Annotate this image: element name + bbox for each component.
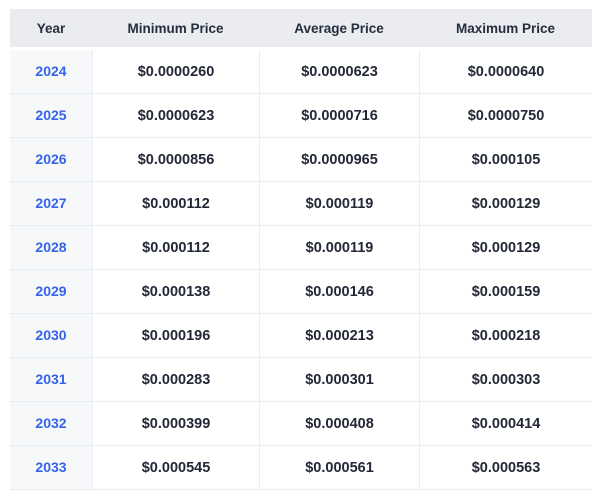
year-link[interactable]: 2024	[35, 63, 67, 79]
year-cell: 2025	[10, 94, 92, 138]
year-link[interactable]: 2025	[35, 107, 67, 123]
maximum-price-cell: $0.000129	[419, 226, 592, 270]
average-price-cell: $0.0000716	[259, 94, 419, 138]
price-prediction-table: Year Minimum Price Average Price Maximum…	[10, 9, 592, 490]
year-cell: 2032	[10, 402, 92, 446]
average-price-cell: $0.0000965	[259, 138, 419, 182]
maximum-price-cell: $0.000563	[419, 446, 592, 490]
minimum-price-cell: $0.0000623	[92, 94, 259, 138]
year-cell: 2030	[10, 314, 92, 358]
average-price-cell: $0.0000623	[259, 50, 419, 94]
average-price-cell: $0.000119	[259, 226, 419, 270]
year-cell: 2029	[10, 270, 92, 314]
table-row: 2032 $0.000399 $0.000408 $0.000414	[10, 402, 592, 446]
table-row: 2025 $0.0000623 $0.0000716 $0.0000750	[10, 94, 592, 138]
maximum-price-cell: $0.000218	[419, 314, 592, 358]
year-link[interactable]: 2030	[35, 327, 67, 343]
average-price-cell: $0.000301	[259, 358, 419, 402]
minimum-price-cell: $0.000138	[92, 270, 259, 314]
year-link[interactable]: 2029	[35, 283, 67, 299]
year-cell: 2024	[10, 50, 92, 94]
table-row: 2026 $0.0000856 $0.0000965 $0.000105	[10, 138, 592, 182]
year-link[interactable]: 2032	[35, 415, 67, 431]
column-header-average-price: Average Price	[259, 9, 419, 50]
year-link[interactable]: 2028	[35, 239, 67, 255]
table-row: 2033 $0.000545 $0.000561 $0.000563	[10, 446, 592, 490]
minimum-price-cell: $0.000112	[92, 182, 259, 226]
year-cell: 2027	[10, 182, 92, 226]
maximum-price-cell: $0.000414	[419, 402, 592, 446]
minimum-price-cell: $0.000545	[92, 446, 259, 490]
minimum-price-cell: $0.000112	[92, 226, 259, 270]
maximum-price-cell: $0.0000640	[419, 50, 592, 94]
average-price-cell: $0.000146	[259, 270, 419, 314]
table-row: 2030 $0.000196 $0.000213 $0.000218	[10, 314, 592, 358]
year-link[interactable]: 2033	[35, 459, 67, 475]
table-row: 2031 $0.000283 $0.000301 $0.000303	[10, 358, 592, 402]
year-link[interactable]: 2031	[35, 371, 67, 387]
year-cell: 2026	[10, 138, 92, 182]
table-row: 2029 $0.000138 $0.000146 $0.000159	[10, 270, 592, 314]
maximum-price-cell: $0.0000750	[419, 94, 592, 138]
column-header-maximum-price: Maximum Price	[419, 9, 592, 50]
average-price-cell: $0.000408	[259, 402, 419, 446]
year-link[interactable]: 2027	[35, 195, 67, 211]
column-header-year: Year	[10, 9, 92, 50]
average-price-cell: $0.000561	[259, 446, 419, 490]
column-header-minimum-price: Minimum Price	[92, 9, 259, 50]
year-cell: 2028	[10, 226, 92, 270]
minimum-price-cell: $0.000196	[92, 314, 259, 358]
table-row: 2027 $0.000112 $0.000119 $0.000129	[10, 182, 592, 226]
table-row: 2028 $0.000112 $0.000119 $0.000129	[10, 226, 592, 270]
year-link[interactable]: 2026	[35, 151, 67, 167]
maximum-price-cell: $0.000129	[419, 182, 592, 226]
maximum-price-cell: $0.000303	[419, 358, 592, 402]
table-header-row: Year Minimum Price Average Price Maximum…	[10, 9, 592, 50]
average-price-cell: $0.000119	[259, 182, 419, 226]
minimum-price-cell: $0.0000856	[92, 138, 259, 182]
minimum-price-cell: $0.000399	[92, 402, 259, 446]
maximum-price-cell: $0.000105	[419, 138, 592, 182]
year-cell: 2033	[10, 446, 92, 490]
average-price-cell: $0.000213	[259, 314, 419, 358]
minimum-price-cell: $0.0000260	[92, 50, 259, 94]
table-bottom-padding	[10, 490, 592, 496]
table-row: 2024 $0.0000260 $0.0000623 $0.0000640	[10, 50, 592, 94]
maximum-price-cell: $0.000159	[419, 270, 592, 314]
year-cell: 2031	[10, 358, 92, 402]
minimum-price-cell: $0.000283	[92, 358, 259, 402]
